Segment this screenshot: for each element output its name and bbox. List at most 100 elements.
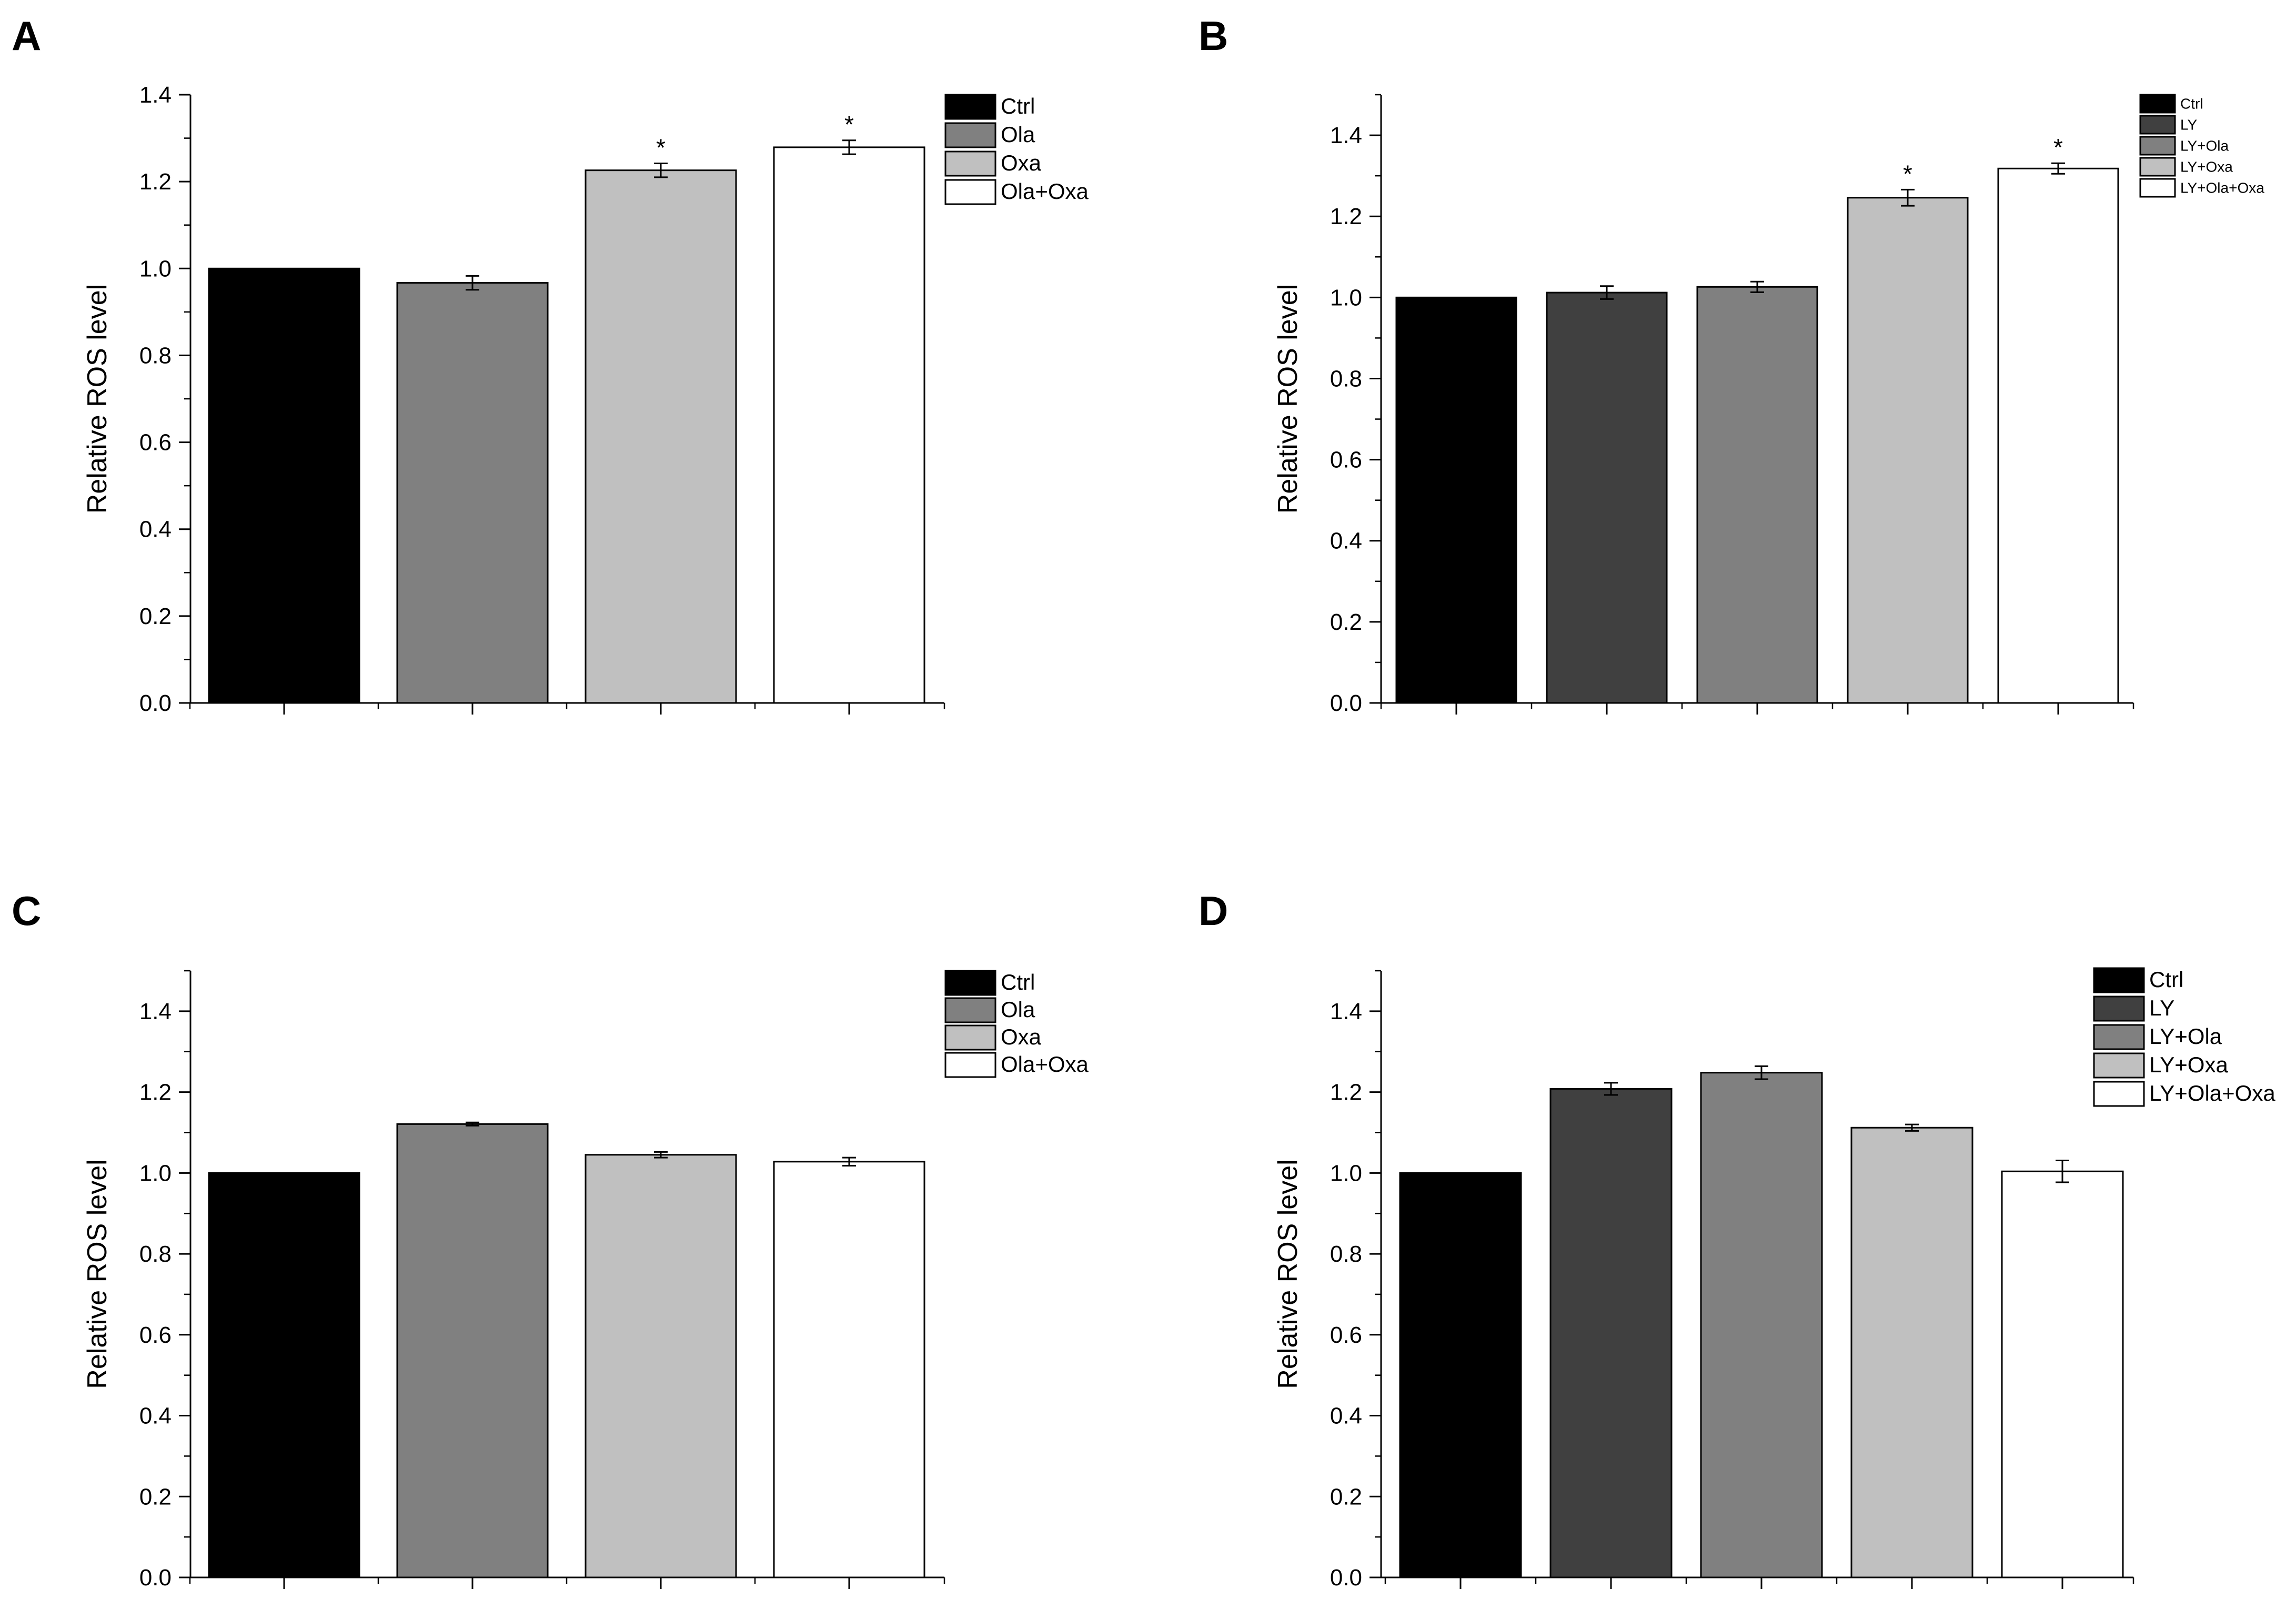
legend-label: Oxa <box>1001 150 1042 175</box>
bar-ly-ola <box>1700 1072 1823 1578</box>
bar-oxa <box>585 1154 737 1578</box>
y-tick-label: 1.0 <box>1330 285 1362 310</box>
legend-swatch <box>944 1052 996 1078</box>
y-tick-label: 0.4 <box>1330 1403 1362 1429</box>
bar-ola <box>396 1123 549 1578</box>
significance-star: * <box>1903 160 1912 187</box>
y-tick-label: 0.0 <box>139 690 172 716</box>
panel-letter: D <box>1199 888 1228 934</box>
bar-ly <box>1546 291 1668 704</box>
y-tick-label: 1.2 <box>139 169 172 195</box>
y-tick-label: 1.2 <box>1330 1080 1362 1105</box>
legend-swatch <box>2139 157 2176 177</box>
legend-swatch <box>2093 1024 2145 1050</box>
y-tick-label: 0.0 <box>1330 1565 1362 1591</box>
y-tick-label: 0.6 <box>1330 447 1362 473</box>
legend-swatch <box>944 997 996 1023</box>
panel-b: B 0.0 0.2 0.4 0.6 0.8 1.0 1.2 1.4 Relative ROS le… <box>1199 13 2264 716</box>
legend-label: LY+Ola+Oxa <box>2149 1081 2275 1105</box>
legend-label: Ola <box>1001 997 1035 1022</box>
y-tick-label: 1.4 <box>1330 999 1362 1024</box>
legend-label: LY+Oxa <box>2149 1052 2228 1077</box>
y-tick-label: 0.6 <box>1330 1322 1362 1348</box>
y-axis-title: Relative ROS level <box>1273 284 1303 514</box>
y-tick-label: 0.6 <box>139 1322 172 1348</box>
y-tick-label: 0.8 <box>139 343 172 368</box>
y-tick-label: 0.4 <box>139 517 172 542</box>
bar-ctrl <box>1399 1172 1522 1578</box>
legend-label: LY+Ola+Oxa <box>2180 180 2264 196</box>
legend-swatch <box>2093 1081 2145 1107</box>
panel-c: C 0.0 0.2 0.4 0.6 0.8 1.0 1.2 1.4 Relative ROS le… <box>12 888 1089 1591</box>
y-tick-label: 1.4 <box>139 82 172 108</box>
significance-star: * <box>656 134 666 161</box>
y-tick-label: 0.8 <box>1330 366 1362 391</box>
y-tick-label: 1.0 <box>139 1160 172 1186</box>
legend-label: LY <box>2180 117 2197 133</box>
legend-label: LY+Ola <box>2180 138 2229 154</box>
significance-star: * <box>2053 134 2063 161</box>
y-axis-title: Relative ROS level <box>82 1159 113 1389</box>
legend: Ctrl Ola Oxa Ola+Oxa <box>944 94 1089 205</box>
legend-swatch <box>944 179 996 205</box>
legend-swatch <box>2139 136 2176 156</box>
legend-swatch <box>2093 1052 2145 1079</box>
y-tick-label: 0.2 <box>1330 609 1362 635</box>
y-tick-label: 0.0 <box>139 1565 172 1591</box>
y-tick-label: 1.4 <box>139 999 172 1024</box>
legend-swatch <box>2139 115 2176 135</box>
significance-star: * <box>844 111 854 138</box>
y-tick-label: 1.4 <box>1330 123 1362 148</box>
legend-swatch <box>944 122 996 148</box>
legend-swatch <box>944 150 996 177</box>
y-tick-label: 1.2 <box>139 1080 172 1105</box>
legend: Ctrl LY LY+Ola LY+Oxa LY+Ola+Oxa <box>2093 967 2275 1107</box>
legend-swatch <box>2093 995 2145 1022</box>
legend: Ctrl LY LY+Ola LY+Oxa LY+Ola+Oxa <box>2139 94 2264 198</box>
legend-swatch <box>944 970 996 996</box>
bar-ctrl <box>1395 296 1517 704</box>
bar-ly-ola <box>1696 286 1818 704</box>
y-tick-label: 0.2 <box>1330 1484 1362 1510</box>
bar-ly-ola-oxa <box>1997 167 2119 704</box>
legend-label: LY+Ola <box>2149 1024 2222 1049</box>
bar-ctrl <box>208 267 360 704</box>
y-tick-label: 0.8 <box>139 1241 172 1267</box>
bar-oxa <box>585 169 737 704</box>
bar-ly-ola-oxa <box>2001 1170 2124 1578</box>
y-tick-label: 1.2 <box>1330 204 1362 229</box>
legend-swatch <box>944 1024 996 1051</box>
legend-swatch <box>944 94 996 120</box>
legend-swatch <box>2093 967 2145 993</box>
legend-label: Ola+Oxa <box>1001 1052 1089 1077</box>
legend-swatch <box>2139 178 2176 198</box>
y-tick-label: 0.4 <box>139 1403 172 1429</box>
y-tick-label: 1.0 <box>1330 1160 1362 1186</box>
y-tick-label: 0.2 <box>139 604 172 629</box>
legend-label: Ctrl <box>1001 970 1035 994</box>
bar-ctrl <box>208 1172 360 1578</box>
panel-letter: C <box>12 888 41 934</box>
panel-letter: B <box>1199 13 1228 59</box>
bar-ly-oxa <box>1850 1127 1973 1578</box>
legend-label: LY+Oxa <box>2180 159 2233 175</box>
legend-label: Ola <box>1001 122 1035 147</box>
panel-d: D 0.0 0.2 0.4 0.6 0.8 1.0 1.2 1.4 Relative ROS le… <box>1199 888 2275 1591</box>
y-tick-label: 0.0 <box>1330 690 1362 716</box>
bar-ly <box>1549 1088 1673 1578</box>
y-axis-title: Relative ROS level <box>1273 1159 1303 1389</box>
bar-ola-oxa <box>773 1161 925 1578</box>
panel-letter: A <box>12 13 41 59</box>
legend-label: Ctrl <box>1001 94 1035 118</box>
y-tick-label: 0.6 <box>139 430 172 456</box>
panel-a: A 0.0 0.2 0.4 0.6 0.8 1.0 1.2 1.4 Relative ROS le… <box>12 13 1089 716</box>
legend-label: Oxa <box>1001 1024 1042 1049</box>
y-axis-title: Relative ROS level <box>82 284 113 514</box>
legend-label: Ctrl <box>2149 967 2183 992</box>
legend-label: Ola+Oxa <box>1001 179 1089 204</box>
legend-label: LY <box>2149 995 2174 1020</box>
bar-ola-oxa <box>773 146 925 704</box>
y-tick-label: 0.2 <box>139 1484 172 1510</box>
